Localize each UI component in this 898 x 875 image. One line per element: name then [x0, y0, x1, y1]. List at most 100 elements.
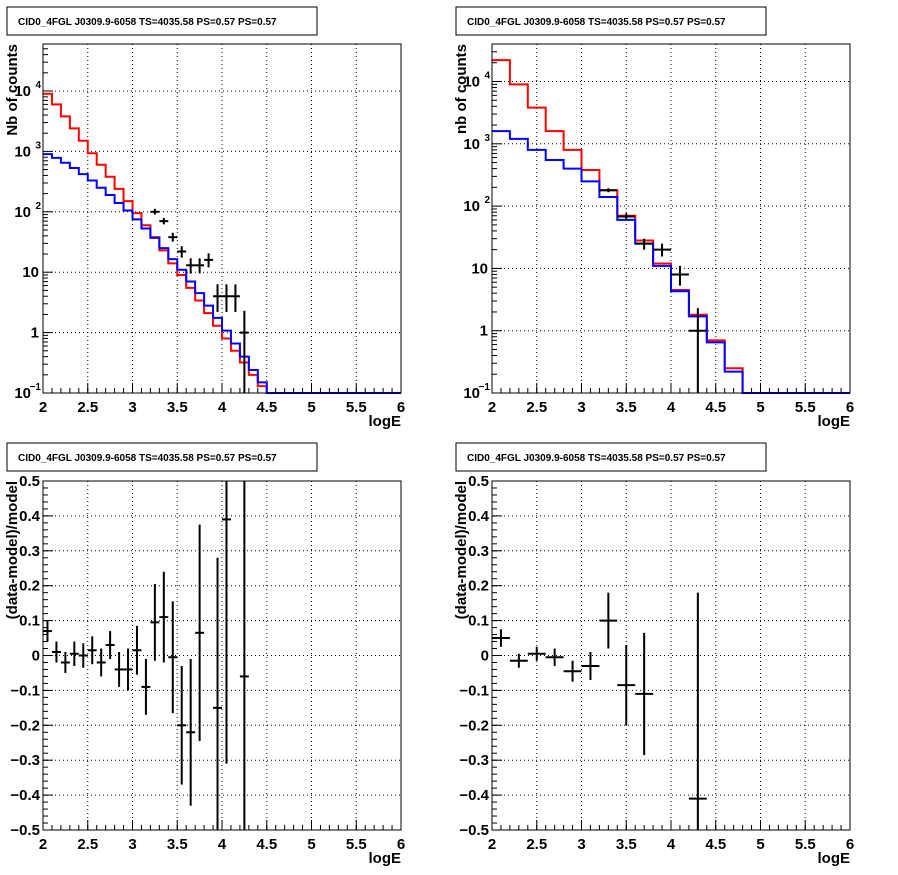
- panel-title: CID0_4FGL J0309.9-6058 TS=4035.58 PS=0.5…: [467, 17, 726, 28]
- y-tick-label: −0.2: [10, 717, 40, 734]
- y-tick-label: 0.2: [19, 578, 40, 595]
- x-tick-label: 4: [667, 836, 676, 853]
- y-tick-label: 10: [22, 264, 39, 281]
- y-tick-label: −0.1: [459, 682, 489, 699]
- plot-frame: [491, 480, 851, 831]
- x-axis-label: logE: [369, 413, 402, 430]
- y-tick-exponent: 2: [35, 201, 41, 212]
- residual-point: [159, 571, 169, 663]
- total-model-histogram: [492, 59, 850, 394]
- x-tick-label: 4.5: [256, 836, 277, 853]
- y-tick-exponent: −1: [30, 382, 42, 393]
- y-tick-label: −0.5: [10, 822, 40, 839]
- data-point: [239, 310, 249, 393]
- y-tick-label: −0.3: [459, 752, 489, 769]
- residual-point: [635, 632, 654, 755]
- data-point: [635, 238, 654, 250]
- data-point: [204, 253, 214, 268]
- x-tick-label: 3.5: [167, 399, 188, 416]
- panel-title-box: [6, 442, 318, 472]
- data-point: [177, 246, 187, 258]
- data-point: [653, 243, 671, 257]
- data-point: [230, 284, 240, 312]
- x-tick-label: 4: [218, 836, 227, 853]
- y-tick-label: 10: [14, 83, 31, 100]
- residual-point: [599, 592, 618, 649]
- data-point: [671, 265, 689, 286]
- y-tick-label: 10: [14, 143, 31, 160]
- residual-point: [123, 648, 133, 691]
- residual-point: [222, 481, 231, 764]
- x-tick-label: 5.5: [795, 399, 816, 416]
- panel-4: CID0_4FGL J0309.9-6058 TS=4035.58 PS=0.5…: [453, 442, 854, 867]
- x-tick-label: 4: [667, 399, 676, 416]
- panel-title: CID0_4FGL J0309.9-6058 TS=4035.58 PS=0.5…: [18, 453, 277, 464]
- residual-point: [87, 636, 97, 665]
- residual-point: [239, 481, 249, 830]
- x-tick-label: 5: [307, 836, 315, 853]
- residual-point: [581, 652, 600, 680]
- y-tick-label: −0.5: [459, 822, 489, 839]
- y-tick-label: 10: [471, 260, 488, 277]
- x-tick-label: 6: [846, 836, 854, 853]
- y-tick-label: 0.3: [468, 543, 489, 560]
- y-tick-label: 0.1: [468, 613, 489, 630]
- residual-point: [545, 648, 564, 666]
- x-tick-label: 5: [307, 399, 315, 416]
- residual-point: [168, 601, 178, 714]
- x-tick-label: 3.5: [616, 399, 637, 416]
- residual-point: [617, 645, 636, 726]
- x-tick-label: 4.5: [705, 399, 726, 416]
- residual-point: [527, 646, 546, 661]
- y-tick-label: 0: [481, 648, 489, 665]
- data-point: [599, 188, 618, 193]
- x-tick-label: 6: [397, 836, 405, 853]
- data-point: [168, 232, 178, 242]
- data-point: [159, 217, 169, 225]
- x-tick-label: 3: [128, 836, 136, 853]
- y-tick-label: −0.1: [10, 682, 40, 699]
- y-tick-label: 0.1: [19, 613, 40, 630]
- y-tick-label: −0.2: [459, 717, 489, 734]
- y-tick-label: 10: [14, 385, 31, 402]
- x-tick-label: 2: [39, 836, 47, 853]
- x-tick-label: 3: [577, 399, 585, 416]
- data-point: [195, 258, 205, 274]
- data-point: [222, 284, 231, 312]
- y-tick-label: 0: [32, 648, 40, 665]
- residual-point: [114, 652, 124, 687]
- x-axis-label: logE: [818, 413, 851, 430]
- x-tick-label: 6: [846, 399, 854, 416]
- residual-point: [43, 620, 52, 642]
- residual-point: [509, 653, 528, 668]
- x-tick-label: 5: [756, 836, 764, 853]
- source-model-histogram: [492, 130, 850, 394]
- panel-title-box: [455, 6, 767, 36]
- x-tick-label: 2.5: [77, 399, 98, 416]
- x-tick-label: 2.5: [526, 836, 547, 853]
- x-tick-label: 5.5: [795, 836, 816, 853]
- y-tick-label: 0.5: [468, 473, 489, 490]
- x-tick-label: 6: [397, 399, 405, 416]
- x-tick-label: 5: [756, 399, 764, 416]
- x-tick-label: 5.5: [346, 836, 367, 853]
- data-point: [688, 308, 707, 393]
- plot-frame: [42, 43, 402, 394]
- y-tick-label: 10: [463, 198, 480, 215]
- y-tick-exponent: 4: [35, 80, 41, 91]
- y-tick-label: 0.5: [19, 473, 40, 490]
- y-tick-label: 0.2: [468, 578, 489, 595]
- y-tick-exponent: 4: [484, 71, 490, 82]
- panel-title: CID0_4FGL J0309.9-6058 TS=4035.58 PS=0.5…: [467, 453, 726, 464]
- residual-point: [60, 652, 70, 673]
- residual-point: [563, 660, 582, 682]
- residual-point: [141, 658, 151, 715]
- residual-point: [105, 631, 115, 659]
- x-tick-label: 2.5: [77, 836, 98, 853]
- y-tick-label: 10: [463, 74, 480, 91]
- x-tick-label: 3.5: [616, 836, 637, 853]
- panel-title: CID0_4FGL J0309.9-6058 TS=4035.58 PS=0.5…: [18, 17, 277, 28]
- x-tick-label: 3: [128, 399, 136, 416]
- y-tick-label: 0.4: [19, 508, 41, 525]
